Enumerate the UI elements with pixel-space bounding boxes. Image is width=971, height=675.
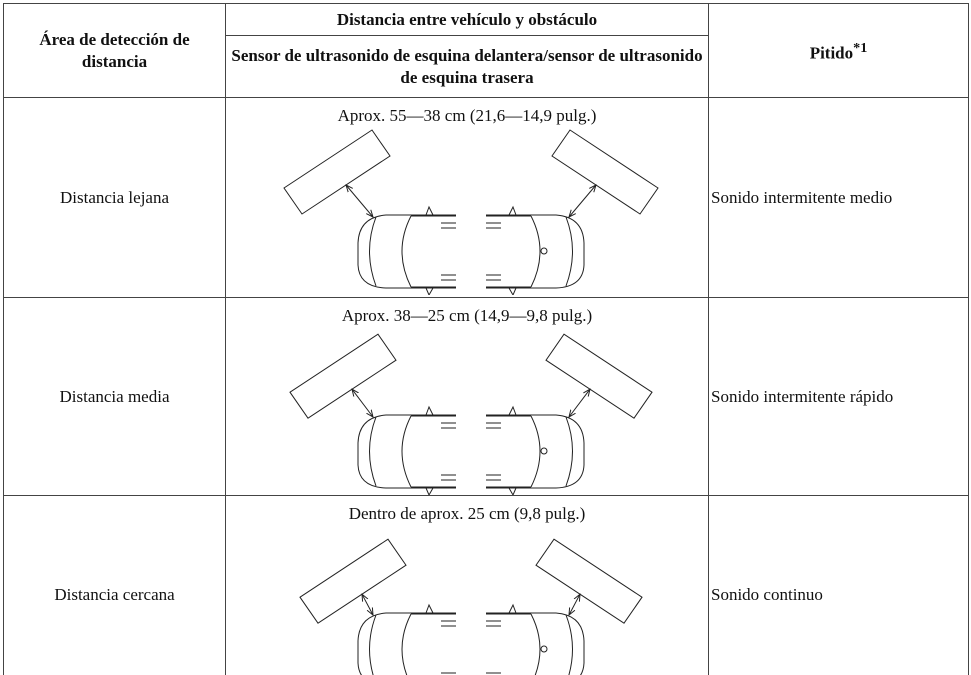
car-line [486, 612, 585, 675]
left-side [289, 333, 397, 419]
distance-arrow [362, 594, 373, 615]
car-line [508, 603, 517, 614]
car-line [530, 415, 541, 488]
area-cell: Distancia lejana [3, 97, 226, 298]
distance-cell: Aprox. 38—25 cm (14,9—9,8 pulg.) [225, 297, 709, 496]
car-line [508, 287, 517, 295]
header-beep: Pitido*1 [708, 3, 969, 98]
car [486, 205, 585, 295]
distance-arrow [569, 594, 580, 615]
distance-arrow [569, 389, 590, 417]
sensor-table: Área de detección de distancia Distancia… [3, 3, 969, 675]
distance-arrow [346, 185, 373, 217]
car-line [401, 215, 412, 288]
car-line [508, 487, 517, 495]
car-line [425, 287, 434, 295]
distance-text: Dentro de aprox. 25 cm (9,8 pulg.) [348, 504, 586, 523]
obstacle [299, 538, 407, 624]
header-sensor: Sensor de ultrasonido de esquina delante… [225, 35, 709, 98]
car-line [425, 603, 434, 614]
car [486, 405, 585, 495]
car-line [401, 613, 412, 675]
car-line [357, 414, 456, 489]
left-side [283, 129, 391, 217]
obstacle [289, 333, 397, 419]
sensor-diagram [299, 538, 643, 675]
distance-arrow [569, 185, 596, 217]
car [357, 603, 456, 675]
car-line [425, 405, 434, 416]
car-line [357, 214, 456, 289]
obstacle [551, 129, 659, 215]
car-line [530, 613, 541, 675]
distance-arrow [352, 389, 373, 417]
car-line [486, 214, 585, 289]
car-line [425, 487, 434, 495]
distance-cell: Aprox. 55—38 cm (21,6—14,9 pulg.) [225, 97, 709, 298]
car-line [357, 612, 456, 675]
car [357, 205, 456, 295]
car-line [508, 405, 517, 416]
car-line [369, 614, 377, 675]
car-line [425, 205, 434, 216]
beep-cell: Sonido continuo [708, 495, 969, 675]
area-cell: Distancia media [3, 297, 226, 496]
car-line [369, 416, 377, 487]
obstacle [545, 333, 653, 419]
car-line [486, 414, 585, 489]
plate [540, 447, 548, 455]
distance-text: Aprox. 55—38 cm (21,6—14,9 pulg.) [337, 106, 597, 125]
header-distance: Distancia entre vehículo y obstáculo [225, 3, 709, 36]
header-area: Área de detección de distancia [3, 3, 226, 98]
car-line [565, 614, 573, 675]
beep-label: Pitido [809, 43, 854, 63]
car-line [401, 415, 412, 488]
left-side [299, 538, 407, 624]
obstacle [535, 538, 643, 624]
car-line [369, 216, 377, 287]
beep-cell: Sonido intermitente rápido [708, 297, 969, 496]
table-row: Distancia lejana Aprox. 55—38 cm (21,6—14… [3, 97, 969, 298]
car [357, 405, 456, 495]
table-row: Distancia media Aprox. 38—25 cm (14,9—9,8… [3, 297, 969, 496]
beep-cell: Sonido intermitente medio [708, 97, 969, 298]
right-inner [551, 129, 659, 217]
table-body: Distancia lejana Aprox. 55—38 cm (21,6—14… [3, 97, 969, 675]
car [486, 603, 585, 675]
car-line [530, 215, 541, 288]
right-side [486, 538, 643, 675]
distance-text: Aprox. 38—25 cm (14,9—9,8 pulg.) [341, 306, 593, 325]
car-line [565, 416, 573, 487]
plate [540, 645, 548, 653]
obstacle [283, 129, 391, 215]
sensor-diagram [283, 129, 659, 295]
table-row: Distancia cercana Dentro de aprox. 25 cm … [3, 495, 969, 675]
distance-cell: Dentro de aprox. 25 cm (9,8 pulg.) [225, 495, 709, 675]
car-line [508, 205, 517, 216]
beep-note: *1 [853, 39, 868, 56]
right-side [486, 333, 653, 495]
right-side [486, 129, 659, 295]
right-inner [545, 333, 653, 419]
plate [540, 247, 548, 255]
right-inner [535, 538, 643, 624]
sensor-diagram [289, 333, 653, 495]
car-line [565, 216, 573, 287]
area-cell: Distancia cercana [3, 495, 226, 675]
